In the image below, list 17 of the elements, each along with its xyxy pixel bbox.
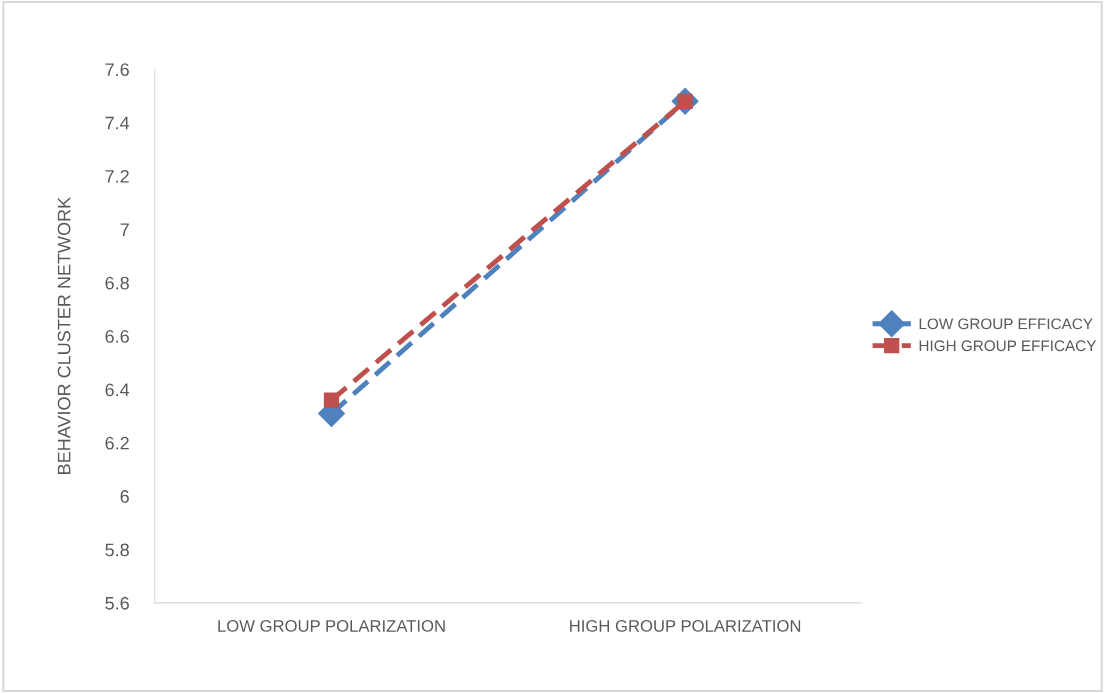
y-tick-label: 7.2 [105, 169, 129, 183]
y-tick-label: 6 [120, 490, 129, 503]
y-tick-label: 6.8 [105, 276, 129, 290]
y-tick-label: 7.6 [105, 63, 129, 77]
legend-label: LOW GROUP EFFICACY [919, 318, 1093, 330]
x-tick-label: LOW GROUP POLARIZATION [218, 620, 445, 632]
y-axis-title: BEHAVIOR CLUSTER NETWORK [57, 197, 71, 474]
y-tick-label: 5.8 [105, 543, 129, 557]
y-tick-label: 5.6 [105, 596, 129, 610]
y-tick-label: 6.6 [105, 330, 129, 343]
y-tick-label: 7 [120, 223, 129, 236]
x-tick-label: HIGH GROUP POLARIZATION [570, 620, 801, 632]
y-tick-label: 6.2 [105, 436, 129, 450]
legend-label: HIGH GROUP EFFICACY [919, 340, 1097, 352]
y-tick-label: 7.4 [105, 116, 130, 130]
y-tick-label: 6.4 [105, 383, 130, 397]
point [323, 392, 340, 408]
